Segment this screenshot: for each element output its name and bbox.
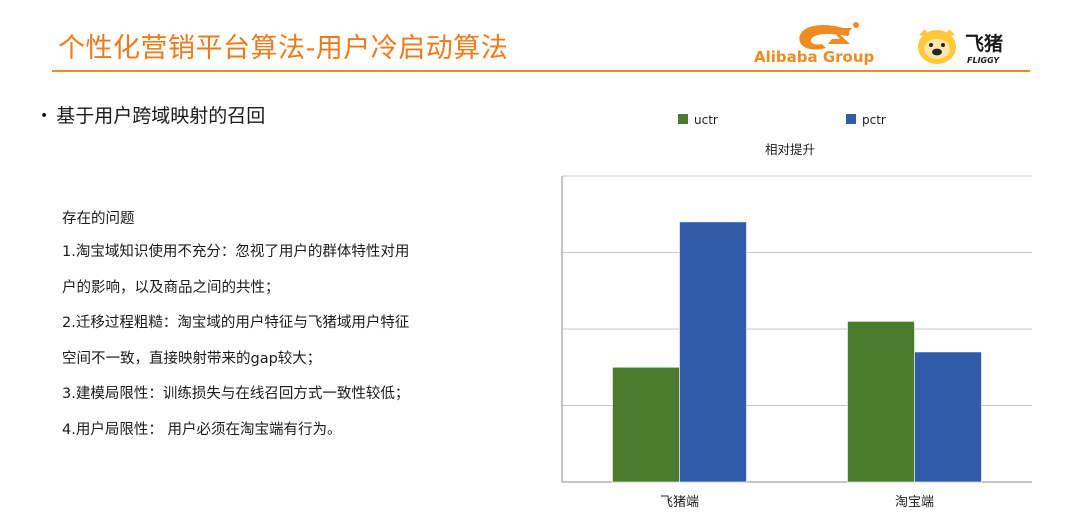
legend-swatch-uctr — [678, 114, 688, 124]
bar-pctr-1 — [914, 351, 982, 483]
fliggy-logo-en: FLIGGY — [967, 56, 1000, 65]
legend-label-uctr: uctr — [694, 113, 718, 127]
bar-uctr-0 — [612, 366, 680, 483]
fliggy-logo-cn: 飞猪 — [965, 33, 1003, 55]
issue-line: 户的影响，以及商品之间的共性； — [62, 279, 280, 296]
issues-list: 存在的问题 1.淘宝域知识使用不充分：忽视了用户的群体特性对用 户的影响，以及商… — [62, 203, 409, 448]
bullet-dot-icon: • — [40, 108, 49, 124]
issue-line: 空间不一致，直接映射带来的gap较大； — [62, 350, 322, 367]
chart-title: 相对提升 — [765, 142, 815, 157]
issue-line: 2.迁移过程粗糙：淘宝域的用户特征与飞猪域用户特征 — [62, 315, 410, 331]
bullet-text: 基于用户跨域映射的召回 — [56, 105, 266, 127]
issue-line: 1.淘宝域知识使用不充分：忽视了用户的群体特性对用 — [62, 244, 410, 260]
alibaba-logo-text: Alibaba Group — [754, 48, 875, 66]
legend-swatch-pctr — [846, 114, 856, 124]
bar-pctr-0 — [679, 221, 747, 483]
bullet-point: • 基于用户跨域映射的召回 — [40, 101, 265, 128]
legend-label-pctr: pctr — [862, 113, 886, 127]
bar-uctr-1 — [847, 321, 915, 483]
title-divider — [52, 70, 1030, 72]
x-tick-label: 飞猪端 — [660, 495, 699, 510]
issues-heading: 存在的问题 — [62, 211, 135, 227]
alibaba-group-logo: Alibaba Group — [754, 22, 875, 66]
x-tick-label: 淘宝端 — [895, 495, 934, 510]
issue-line: 4.用户局限性： 用户必须在淘宝端有行为。 — [62, 421, 342, 438]
fliggy-logo: 飞猪 FLIGGY — [918, 29, 1003, 65]
page-title: 个性化营销平台算法-用户冷启动算法 — [58, 33, 509, 64]
issue-line: 3.建模局限性：训练损失与在线召回方式一致性较低； — [62, 386, 410, 402]
